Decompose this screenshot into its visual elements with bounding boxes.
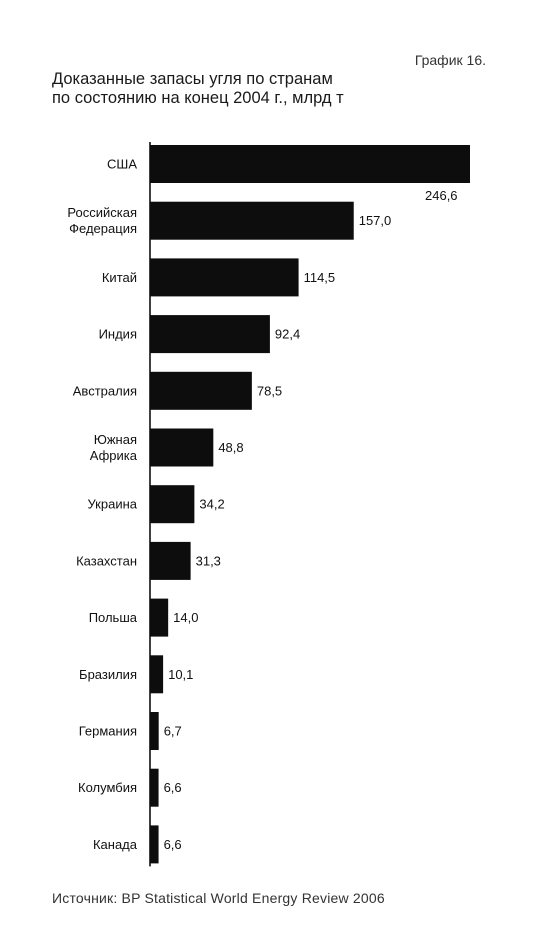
category-label: Китай	[102, 270, 137, 285]
value-label: 157,0	[359, 213, 392, 228]
category-label: Казахстан	[76, 553, 137, 568]
bar	[150, 428, 214, 467]
category-label: Украина	[88, 497, 138, 512]
value-label: 6,6	[164, 780, 182, 795]
value-label: 6,6	[164, 837, 182, 852]
bar	[150, 541, 191, 580]
bar	[150, 712, 159, 750]
category-label: Канада	[93, 837, 138, 852]
category-label: Российская Федерация	[67, 205, 137, 236]
bar	[150, 201, 354, 240]
chart-title: Доказанные запасы угля по странам по сос…	[52, 70, 452, 108]
value-label: 114,5	[304, 270, 336, 285]
category-label: Германия	[79, 724, 137, 739]
category-label: Австралия	[73, 383, 137, 398]
chart-title-line-1: Доказанные запасы угля по странам	[52, 70, 333, 88]
bar	[150, 598, 169, 637]
category-label: США	[107, 157, 137, 172]
value-label: 78,5	[257, 383, 282, 398]
source-note: Источник: BP Statistical World Energy Re…	[52, 890, 385, 906]
value-label: 48,8	[218, 440, 243, 455]
bar	[150, 768, 159, 807]
category-label: Бразилия	[79, 667, 137, 682]
bar	[150, 655, 164, 694]
bar	[150, 315, 270, 354]
chart-title-line-2: по состоянию на конец 2004 г., млрд т	[52, 89, 344, 107]
bar	[150, 258, 299, 297]
category-label: Индия	[99, 327, 137, 342]
bar	[150, 825, 159, 864]
value-label: 14,0	[173, 610, 198, 625]
value-label: 92,4	[275, 327, 300, 342]
value-label: 6,7	[164, 724, 182, 739]
bar	[150, 145, 470, 183]
category-label: Южная Африка	[90, 432, 138, 463]
graph-number-label: График 16.	[414, 52, 486, 68]
value-label: 10,1	[168, 667, 193, 682]
category-label: Польша	[89, 610, 138, 625]
category-label: Колумбия	[78, 780, 137, 795]
bar	[150, 485, 195, 524]
bar	[150, 371, 252, 410]
value-label: 34,2	[199, 497, 224, 512]
value-label: 246,6	[425, 188, 458, 203]
value-label: 31,3	[196, 553, 221, 568]
